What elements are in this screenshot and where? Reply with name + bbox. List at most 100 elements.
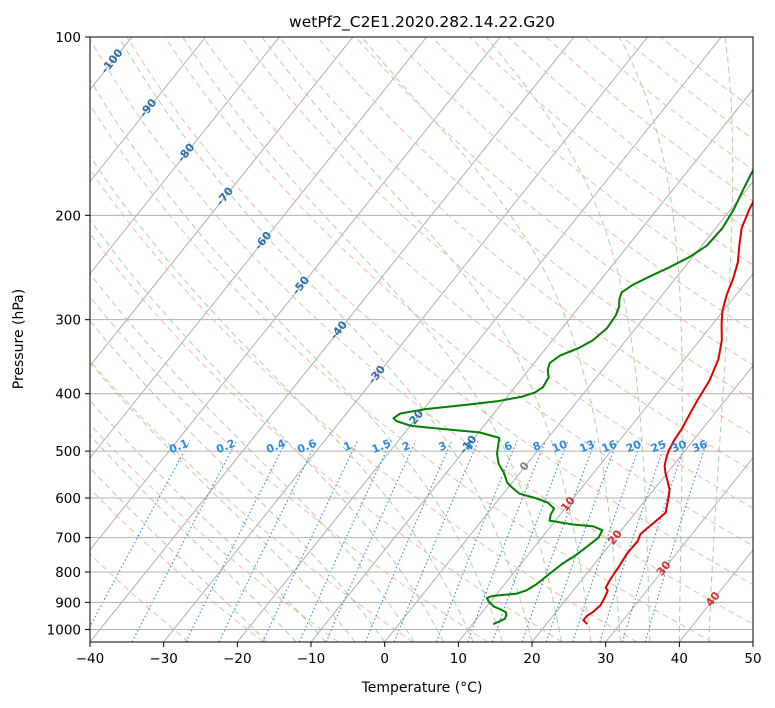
mixing-ratio-label: 3 bbox=[437, 439, 449, 454]
isotherm-line bbox=[90, 37, 501, 551]
mixing-ratio-line bbox=[393, 440, 479, 642]
x-tick-label: 10 bbox=[450, 651, 467, 667]
y-tick-label: 1000 bbox=[47, 622, 81, 638]
y-tick-label: 700 bbox=[55, 531, 81, 547]
x-tick-label: −20 bbox=[223, 651, 252, 667]
x-tick-label: 40 bbox=[671, 651, 688, 667]
x-tick-label: −30 bbox=[149, 651, 178, 667]
mixing-ratio-line bbox=[491, 440, 569, 642]
dry-adiabat bbox=[90, 423, 339, 642]
dry-adiabat bbox=[90, 488, 264, 642]
x-tick-label: 0 bbox=[380, 651, 389, 667]
moist-adiabat bbox=[90, 467, 268, 642]
dry-adiabat bbox=[90, 553, 190, 642]
mixing-ratio-line bbox=[621, 440, 687, 642]
mixing-ratio-label: 6 bbox=[502, 439, 514, 454]
isotherm-line bbox=[752, 641, 753, 642]
isotherm-label: 20 bbox=[605, 527, 625, 547]
moist-adiabat bbox=[90, 218, 445, 642]
dry-adiabat bbox=[278, 37, 753, 436]
mixing-ratio-line bbox=[218, 440, 318, 642]
x-tick-label: −10 bbox=[297, 651, 326, 667]
isotherm-line bbox=[90, 37, 354, 367]
dry-adiabat bbox=[507, 37, 753, 234]
isotherm-label: 0 bbox=[517, 459, 532, 473]
dry-adiabat bbox=[393, 37, 753, 332]
mixing-ratio-line bbox=[644, 440, 708, 642]
moist-adiabat bbox=[90, 273, 415, 642]
isotherm-line bbox=[90, 37, 280, 275]
moist-adiabat bbox=[182, 37, 562, 642]
mixing-ratio-line bbox=[298, 440, 392, 642]
x-axis-ticks: −40 −30 −20 −10 0 10 20 30 40 50 bbox=[76, 642, 762, 667]
isotherm-label: 10 bbox=[558, 494, 578, 514]
mixing-ratio-line bbox=[185, 440, 287, 642]
mixing-ratio-label: 0.4 bbox=[264, 437, 287, 456]
isotherm-line bbox=[605, 457, 753, 642]
mixing-ratio-label: 13 bbox=[578, 438, 597, 456]
dry-adiabat bbox=[90, 104, 712, 642]
isotherm-line bbox=[163, 37, 649, 642]
mixing-ratio-label: 30 bbox=[669, 437, 688, 455]
y-axis-label: Pressure (hPa) bbox=[11, 289, 27, 389]
y-tick-label: 200 bbox=[55, 208, 81, 224]
profiles bbox=[392, 168, 753, 626]
mixing-ratio-line bbox=[599, 440, 667, 642]
mixing-ratio-label: 1 bbox=[342, 439, 354, 454]
mixing-ratio-line bbox=[131, 440, 238, 642]
dry-adiabat bbox=[126, 37, 753, 586]
moist-adiabat bbox=[90, 434, 297, 642]
isotherm-label: -60 bbox=[252, 229, 275, 253]
dry-adiabat bbox=[469, 37, 753, 266]
x-tick-label: 30 bbox=[597, 651, 614, 667]
mixing-ratio-label: 16 bbox=[600, 437, 619, 455]
isotherm-line bbox=[531, 365, 753, 642]
dry-adiabat bbox=[164, 37, 753, 547]
moist-adiabat bbox=[261, 37, 592, 642]
dry-adiabat bbox=[202, 37, 753, 509]
mixing-ratio-line bbox=[364, 440, 453, 642]
isotherm-label: -80 bbox=[175, 141, 198, 165]
y-tick-label: 100 bbox=[55, 30, 81, 46]
dry-adiabat bbox=[90, 38, 753, 625]
dry-adiabat bbox=[355, 37, 753, 366]
moist-adiabat bbox=[118, 37, 533, 642]
y-tick-label: 600 bbox=[55, 491, 81, 507]
dry-adiabat bbox=[431, 37, 753, 299]
temperature-profile bbox=[582, 200, 753, 625]
y-axis-ticks: 1000 900 800 700 600 500 400 300 200 100 bbox=[47, 30, 90, 638]
mixing-ratio-labels: 0.1 0.2 0.4 0.6 1 1.5 2 3 4 6 8 10 13 16 20 25 30 36 bbox=[167, 437, 709, 456]
isotherm-line bbox=[384, 180, 753, 642]
isotherm-line bbox=[0, 37, 58, 642]
chart-title: wetPf2_C2E1.2020.282.14.22.G20 bbox=[289, 13, 555, 32]
mixing-ratio-label: 2 bbox=[400, 439, 412, 454]
mixing-ratio-label: 20 bbox=[624, 437, 643, 455]
x-axis-label: Temperature (°C) bbox=[361, 680, 483, 696]
isotherm-label: -70 bbox=[214, 184, 237, 208]
y-tick-label: 300 bbox=[55, 313, 81, 329]
isotherm-line bbox=[310, 88, 753, 642]
mixing-ratio-line bbox=[325, 440, 417, 642]
pressure-gridlines bbox=[90, 37, 753, 630]
moist-adiabat bbox=[90, 78, 503, 642]
mixing-ratio-label: 0.2 bbox=[214, 437, 237, 456]
isotherm-label: -50 bbox=[290, 273, 313, 297]
mixing-ratio-label: 1.5 bbox=[370, 437, 393, 456]
isotherm-label: -90 bbox=[137, 96, 160, 120]
isotherm-line bbox=[90, 37, 428, 459]
moist-adiabat bbox=[90, 399, 327, 642]
moist-adiabat bbox=[485, 37, 651, 642]
moist-adiabat bbox=[708, 37, 734, 642]
mixing-ratio-label: 8 bbox=[531, 439, 543, 454]
y-tick-label: 400 bbox=[55, 387, 81, 403]
moist-adiabat bbox=[618, 37, 683, 642]
dry-adiabat bbox=[90, 168, 638, 642]
x-tick-label: −40 bbox=[76, 651, 105, 667]
x-tick-label: 20 bbox=[523, 651, 540, 667]
plot-frame bbox=[89, 36, 754, 643]
mixing-ratio-line bbox=[90, 440, 191, 628]
y-tick-label: 900 bbox=[55, 595, 81, 611]
moist-adiabat bbox=[90, 361, 356, 642]
isotherm-line bbox=[90, 37, 207, 183]
